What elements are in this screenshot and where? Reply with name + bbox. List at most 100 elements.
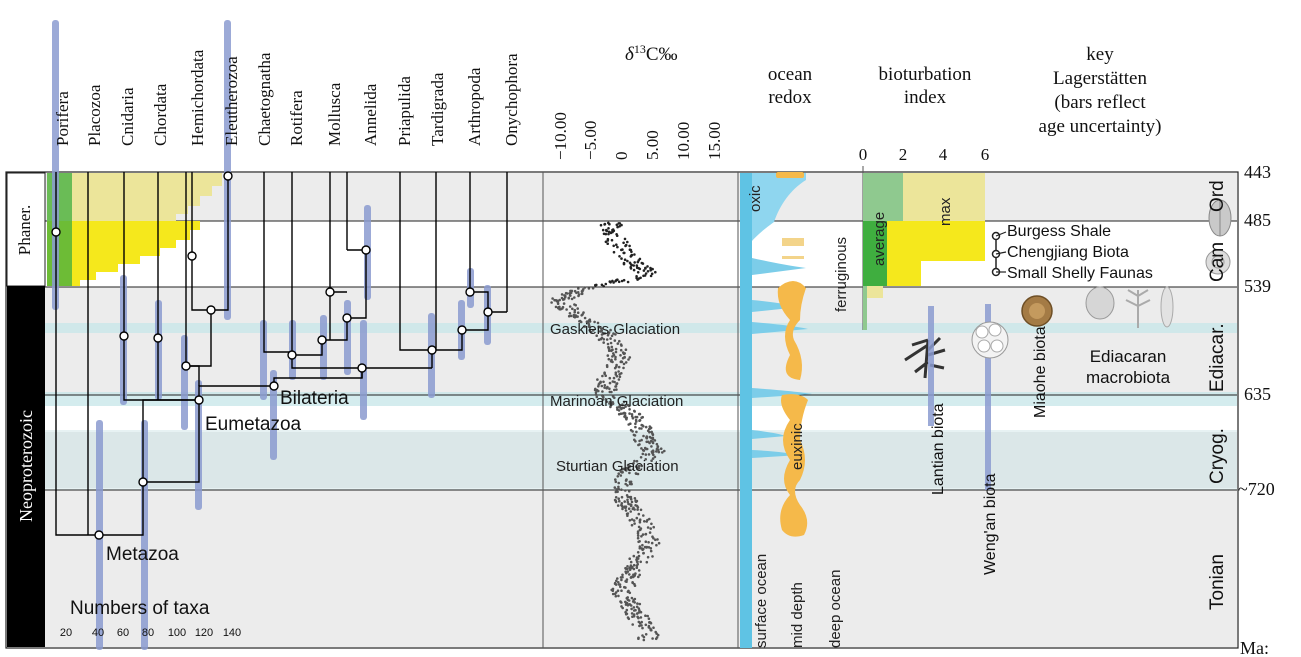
carbon-isotope-point bbox=[615, 488, 618, 491]
carbon-isotope-point bbox=[646, 518, 649, 522]
carbon-isotope-point bbox=[602, 380, 605, 384]
gaskiers-glaciation-label: Gaskiers Glaciation bbox=[550, 321, 680, 338]
carbon-isotope-point bbox=[604, 240, 608, 244]
carbon-isotope-point bbox=[649, 269, 652, 272]
carbon-isotope-point bbox=[651, 555, 654, 558]
carbon-isotope-point bbox=[569, 289, 572, 293]
carbon-isotope-points bbox=[550, 221, 666, 642]
carbon-isotope-point bbox=[636, 536, 640, 540]
carbon-isotope-point bbox=[620, 589, 623, 592]
carbon-isotope-point bbox=[621, 575, 624, 579]
carbon-isotope-point bbox=[624, 416, 628, 420]
carbon-isotope-point bbox=[627, 423, 630, 426]
carbon-isotope-point bbox=[641, 448, 645, 452]
carbon-isotope-point bbox=[629, 263, 633, 266]
period-cryogenian: Cryog. bbox=[1207, 428, 1228, 484]
carbon-isotope-point bbox=[628, 568, 632, 571]
carbon-isotope-point bbox=[650, 430, 653, 434]
carbon-isotope-point bbox=[626, 463, 630, 467]
carbon-isotope-point bbox=[635, 564, 639, 567]
carbon-isotope-point bbox=[648, 435, 652, 439]
carbon-isotope-point bbox=[637, 569, 641, 572]
carbon-isotope-point bbox=[646, 555, 650, 559]
carbon-isotope-point bbox=[583, 316, 587, 320]
carbon-isotope-point bbox=[610, 345, 614, 349]
carbon-isotope-point bbox=[638, 519, 642, 522]
taxa-axis-label: Numbers of taxa bbox=[70, 598, 210, 619]
carbon-isotope-point bbox=[641, 626, 644, 630]
carbon-isotope-point bbox=[611, 355, 614, 358]
carbon-isotope-point bbox=[625, 578, 629, 581]
carbon-isotope-point bbox=[636, 467, 639, 471]
carbon-isotope-point bbox=[628, 408, 631, 411]
carbon-isotope-point bbox=[633, 459, 636, 463]
carbon-isotope-point bbox=[576, 307, 579, 310]
carbon-isotope-point bbox=[663, 449, 666, 453]
carbon-isotope-point bbox=[602, 398, 605, 401]
carbon-isotope-point bbox=[639, 616, 643, 619]
carbon-isotope-point bbox=[624, 405, 627, 408]
carbon-isotope-point bbox=[632, 613, 636, 616]
carbon-isotope-point bbox=[613, 366, 617, 370]
carbon-isotope-point bbox=[631, 575, 635, 579]
carbon-isotope-point bbox=[629, 265, 632, 269]
carbon-isotope-point bbox=[611, 401, 615, 404]
taxon-cnidaria: Cnidaria bbox=[118, 87, 137, 146]
carbon-isotope-point bbox=[594, 391, 598, 394]
redox-deep-ocean-label: deep ocean bbox=[827, 570, 844, 648]
carbon-isotope-point bbox=[638, 624, 641, 628]
carbon-isotope-point bbox=[617, 485, 620, 489]
carbon-isotope-point bbox=[573, 308, 577, 312]
svg-text:0: 0 bbox=[859, 145, 868, 164]
carbon-isotope-point bbox=[636, 534, 640, 537]
carbon-isotope-point bbox=[636, 271, 640, 274]
carbon-isotope-point bbox=[564, 291, 568, 295]
carbon-isotope-point bbox=[636, 560, 639, 563]
carbon-isotope-point bbox=[600, 283, 604, 287]
carbon-isotope-point bbox=[607, 357, 611, 361]
age-443: 443 bbox=[1244, 162, 1271, 182]
carbon-isotope-point bbox=[637, 512, 641, 516]
carbon-isotope-point bbox=[632, 462, 635, 465]
carbon-isotope-point bbox=[624, 361, 628, 364]
carbon-isotope-point bbox=[595, 334, 598, 338]
carbon-isotope-point bbox=[649, 274, 653, 278]
carbon-isotope-point bbox=[623, 258, 627, 262]
carbon-isotope-point bbox=[609, 231, 613, 235]
carbon-isotope-point bbox=[632, 554, 636, 558]
carbon-isotope-point bbox=[615, 406, 619, 409]
chaetognatha-range-bar bbox=[260, 320, 267, 400]
carbon-isotope-point bbox=[616, 577, 619, 580]
carbon-isotope-point bbox=[635, 264, 639, 267]
carbon-isotope-point bbox=[648, 430, 651, 434]
carbon-title: δ13C‰ bbox=[625, 42, 678, 65]
carbon-isotope-point bbox=[616, 504, 620, 507]
carbon-isotope-point bbox=[600, 384, 604, 388]
carbon-isotope-point bbox=[634, 425, 637, 429]
carbon-isotope-point bbox=[626, 259, 629, 263]
carbon-isotope-point bbox=[568, 312, 572, 315]
carbon-isotope-point bbox=[646, 265, 649, 268]
carbon-isotope-point bbox=[619, 412, 623, 416]
carbon-isotope-point bbox=[620, 488, 623, 492]
carbon-isotope-point bbox=[628, 465, 632, 468]
carbon-isotope-point bbox=[652, 453, 655, 457]
carbon-isotope-point bbox=[616, 475, 620, 478]
carbon-isotope-point bbox=[618, 375, 622, 379]
gaskiers-glaciation-band bbox=[45, 323, 1237, 333]
carbon-isotope-point bbox=[559, 307, 563, 311]
carbon-isotope-point bbox=[631, 623, 634, 626]
carbon-isotope-point bbox=[628, 557, 631, 560]
carbon-isotope-point bbox=[625, 608, 629, 612]
carbon-isotope-point bbox=[615, 374, 619, 378]
carbon-isotope-point bbox=[612, 376, 616, 380]
carbon-isotope-point bbox=[629, 510, 632, 513]
sturtian-glaciation-label: Sturtian Glaciation bbox=[556, 458, 679, 475]
carbon-isotope-point bbox=[564, 294, 567, 298]
carbon-isotope-point bbox=[627, 404, 631, 408]
carbon-isotope-point bbox=[635, 612, 639, 615]
carbon-isotope-point bbox=[644, 272, 648, 275]
carbon-isotope-point bbox=[611, 592, 615, 596]
bioturbation-ticks: 0 2 4 6 bbox=[859, 145, 990, 164]
carbon-isotope-point bbox=[616, 589, 620, 592]
